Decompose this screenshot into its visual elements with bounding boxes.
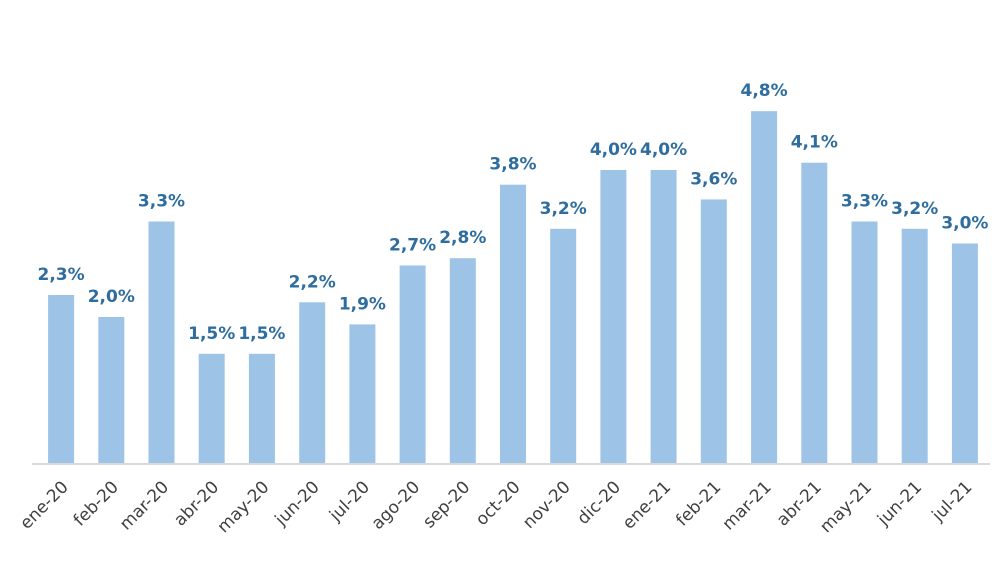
bar-may-20	[248, 353, 275, 465]
x-tick-label-feb-20: feb-20	[70, 477, 123, 530]
bar-jun-21	[901, 228, 928, 464]
data-label-nov-20: 3,2%	[540, 199, 587, 219]
bar-feb-20	[98, 317, 125, 464]
bar-abr-21	[801, 162, 828, 464]
x-tick-label-sep-20: sep-20	[419, 477, 474, 532]
data-label-ene-21: 4,0%	[640, 140, 687, 160]
x-tick-label-feb-21: feb-21	[672, 477, 725, 530]
data-label-ene-20: 2,3%	[38, 265, 85, 285]
x-tick-label-jun-21: jun-21	[873, 477, 926, 530]
data-label-may-20: 1,5%	[238, 324, 285, 344]
bar-ago-20	[399, 265, 426, 464]
bar-ene-21	[650, 170, 677, 464]
bar-nov-20	[550, 228, 577, 464]
bar-mar-20	[148, 221, 175, 464]
data-label-jul-20: 1,9%	[339, 294, 386, 314]
data-label-may-21: 3,3%	[841, 192, 888, 212]
data-label-dic-20: 4,0%	[590, 140, 637, 160]
bar-feb-21	[700, 199, 727, 464]
data-label-jun-21: 3,2%	[891, 199, 938, 219]
bar-jul-20	[349, 324, 376, 465]
data-label-jul-21: 3,0%	[941, 214, 988, 234]
data-label-sep-20: 2,8%	[439, 228, 486, 248]
data-label-mar-21: 4,8%	[741, 81, 788, 101]
bar-sep-20	[449, 258, 476, 464]
data-label-abr-20: 1,5%	[188, 324, 235, 344]
bar-oct-20	[500, 184, 526, 464]
bars-group	[48, 111, 978, 465]
bar-dic-20	[600, 170, 627, 464]
x-tick-label-mar-20: mar-20	[116, 477, 173, 534]
data-labels-group: 2,3%2,0% 3,3% 1,5% 1,5% 2,2%1,9% 2,7% 2,8% 3,8%…	[38, 81, 989, 344]
x-tick-label-jul-20: jul-20	[325, 477, 374, 526]
data-label-ago-20: 2,7%	[389, 236, 436, 256]
x-tick-label-ago-20: ago-20	[368, 477, 424, 533]
data-label-feb-21: 3,6%	[690, 169, 737, 189]
bar-jul-21	[951, 243, 978, 464]
x-tick-label-may-21: may-21	[816, 477, 876, 537]
x-tick-label-mar-21: mar-21	[719, 477, 776, 534]
x-tick-label-ene-20: ene-20	[16, 477, 72, 533]
bar-may-21	[851, 221, 878, 464]
data-label-oct-20: 3,8%	[489, 155, 536, 175]
x-tick-label-oct-20: oct-20	[472, 477, 524, 529]
bar-abr-20	[198, 353, 225, 465]
x-tick-label-dic-20: dic-20	[574, 477, 625, 528]
data-label-feb-20: 2,0%	[88, 287, 135, 307]
bar-mar-21	[751, 111, 778, 464]
data-label-jun-20: 2,2%	[289, 272, 336, 292]
data-label-abr-21: 4,1%	[791, 133, 838, 153]
x-tick-label-jun-20: jun-20	[271, 477, 324, 530]
x-tick-label-may-20: may-20	[214, 477, 274, 537]
x-tick-label-jul-21: jul-21	[928, 477, 977, 526]
data-label-mar-20: 3,3%	[138, 192, 185, 212]
x-tick-label-ene-21: ene-21	[619, 477, 675, 533]
x-tick-label-nov-20: nov-20	[519, 477, 575, 533]
bar-jun-20	[299, 302, 326, 464]
bar-ene-20	[48, 295, 75, 464]
